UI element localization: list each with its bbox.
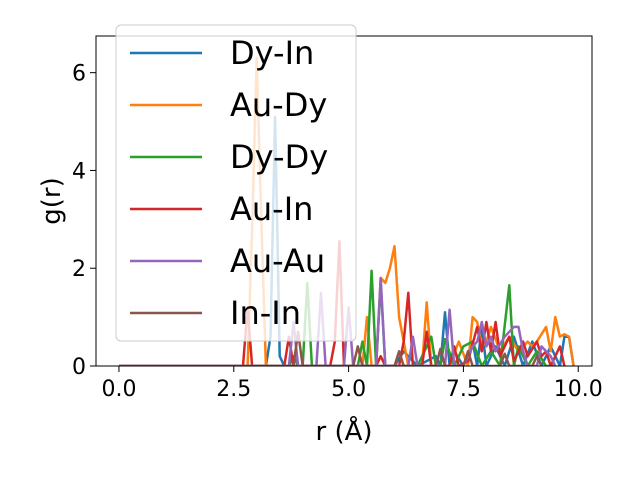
y-tick-label: 2 [72,257,86,282]
legend-label: Au-Dy [230,86,327,124]
legend-label: Dy-In [230,34,314,72]
x-tick-label: 7.5 [446,377,481,402]
y-tick-label: 4 [72,159,86,184]
legend: Dy-In Au-Dy Dy-Dy Au-In Au-Au In-In [115,24,357,342]
x-tick-label: 2.5 [216,377,251,402]
x-tick-label: 5.0 [331,377,366,402]
y-tick-label: 6 [72,62,86,87]
x-axis: 0.0 2.5 5.0 7.5 10.0 [101,366,603,402]
x-axis-label: r (Å) [315,415,372,447]
series-line-au-in [119,240,566,366]
legend-label: In-In [230,294,301,332]
legend-label: Au-In [230,190,313,228]
x-tick-label: 10.0 [554,377,603,402]
legend-label: Au-Au [230,242,325,280]
y-tick-label: 0 [72,355,86,380]
x-tick-label: 0.0 [101,377,136,402]
legend-label: Dy-Dy [230,138,328,176]
y-axis-label: g(r) [37,177,67,224]
y-axis: 0 2 4 6 [72,62,96,380]
series-line-in-in [119,330,543,366]
